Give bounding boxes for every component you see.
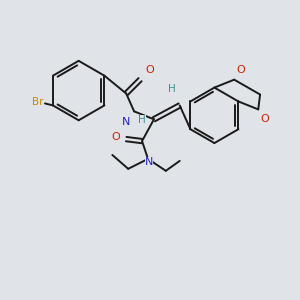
Text: H: H <box>138 115 146 125</box>
Text: H: H <box>168 83 176 94</box>
Text: N: N <box>145 157 153 167</box>
Text: Br: Br <box>32 98 43 107</box>
Text: O: O <box>145 65 154 75</box>
Text: O: O <box>236 65 245 75</box>
Text: O: O <box>260 114 269 124</box>
Text: O: O <box>112 132 120 142</box>
Text: N: N <box>122 117 130 127</box>
